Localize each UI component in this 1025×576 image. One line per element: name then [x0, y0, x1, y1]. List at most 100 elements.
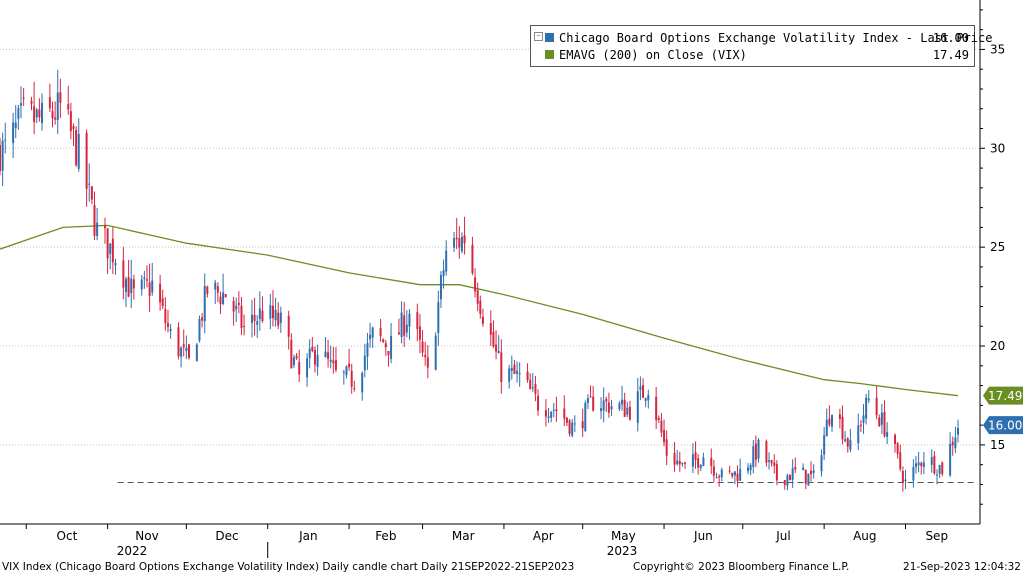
- candle-body: [474, 277, 477, 292]
- candle-body: [85, 132, 88, 189]
- footer-timestamp: 21-Sep-2023 12:04:32: [903, 561, 1021, 573]
- candle-body: [476, 290, 479, 304]
- candle-body: [865, 397, 868, 419]
- candle-body: [258, 308, 261, 320]
- candle-body: [206, 286, 209, 294]
- candles-layer: [0, 69, 959, 492]
- candle-body: [75, 130, 78, 166]
- candle-body: [846, 438, 849, 447]
- candle-body: [387, 351, 390, 356]
- candle-body: [951, 441, 954, 446]
- candle-body: [445, 250, 448, 272]
- candle-body: [327, 352, 330, 359]
- candle-body: [306, 358, 309, 378]
- candle-body: [400, 312, 403, 337]
- vix-candle-chart: 15 20 25 30 35 Oct Nov Dec Jan Feb Mar Apr May Jun Jul…: [0, 0, 1023, 558]
- candle-body: [786, 475, 789, 486]
- candle-body: [715, 477, 718, 479]
- candle-body: [240, 305, 243, 328]
- candle-body: [298, 362, 301, 375]
- candle-body: [453, 238, 456, 248]
- candle-body: [720, 469, 723, 478]
- candle-body: [366, 343, 369, 357]
- candle-body: [495, 344, 498, 352]
- candle-body: [676, 460, 679, 464]
- ema-line: [0, 224, 959, 397]
- legend-collapse-icon[interactable]: −: [534, 32, 543, 41]
- candle-body: [479, 300, 482, 315]
- legend-vix-name: Chicago Board Options Exchange Volatilit…: [559, 31, 993, 45]
- candle-body: [72, 126, 75, 129]
- candle-body: [96, 222, 99, 236]
- candle-body: [106, 228, 109, 259]
- vix-last-tag: [983, 416, 1023, 435]
- candle-body: [201, 317, 204, 321]
- candle-body: [802, 467, 805, 471]
- candle-body: [607, 402, 610, 413]
- candle-body: [497, 350, 500, 354]
- legend-row-vix: Chicago Board Options Exchange Volatilit…: [545, 30, 992, 46]
- candle-body: [434, 335, 437, 370]
- candle-body: [114, 263, 117, 266]
- candle-body: [639, 386, 642, 390]
- candle-body: [22, 97, 25, 99]
- candle-body: [828, 418, 831, 425]
- candle-body: [544, 410, 547, 417]
- y-tick-label: 25: [990, 240, 1005, 254]
- candle-body: [510, 368, 513, 371]
- candle-body: [219, 296, 222, 304]
- x-month-label: Jul: [775, 529, 790, 543]
- candle-body: [198, 318, 201, 341]
- axes-layer: 15 20 25 30 35 Oct Nov Dec Jan Feb Mar Apr May Jun Jul…: [0, 0, 1005, 558]
- candle-body: [807, 473, 810, 486]
- candle-body: [361, 372, 364, 393]
- candle-body: [678, 460, 681, 465]
- chart-footer: VIX Index (Chicago Board Options Exchang…: [0, 559, 1025, 576]
- candle-body: [537, 395, 540, 411]
- candle-body: [269, 305, 272, 319]
- vix-swatch-icon: [545, 33, 554, 42]
- candle-body: [820, 455, 823, 472]
- candle-body: [699, 464, 702, 469]
- candle-body: [182, 344, 185, 348]
- candle-body: [329, 359, 332, 362]
- grid-lines: [0, 48, 980, 446]
- candle-body: [623, 399, 626, 417]
- candle-body: [180, 347, 183, 357]
- candle-body: [164, 308, 167, 324]
- candle-body: [883, 411, 886, 437]
- candle-body: [132, 279, 135, 289]
- x-month-label: Jan: [298, 529, 318, 543]
- candle-body: [169, 329, 172, 332]
- candle-body: [770, 459, 773, 464]
- candle-body: [30, 100, 33, 104]
- candle-body: [694, 452, 697, 460]
- candle-body: [424, 355, 427, 358]
- candle-body: [350, 370, 353, 387]
- last-value-labels: 17.49 16.00: [983, 386, 1023, 435]
- candle-body: [752, 446, 755, 468]
- candle-body: [408, 313, 411, 327]
- candle-body: [917, 462, 920, 466]
- candle-body: [93, 205, 96, 236]
- candle-body: [736, 473, 739, 481]
- candle-body: [773, 462, 776, 466]
- candle-body: [618, 403, 621, 409]
- candle-body: [271, 305, 274, 319]
- candle-body: [531, 387, 534, 389]
- candle-body: [949, 443, 952, 476]
- candle-body: [54, 117, 57, 120]
- candle-body: [920, 463, 923, 467]
- x-month-label: Oct: [57, 529, 78, 543]
- candle-body: [124, 278, 127, 293]
- candle-body: [941, 462, 944, 475]
- candle-body: [550, 411, 553, 418]
- candle-body: [526, 371, 529, 381]
- candle-body: [581, 421, 584, 429]
- candle-body: [390, 335, 393, 359]
- candle-body: [605, 398, 608, 402]
- legend-row-ema: EMAVG (200) on Close (VIX) 17.49: [545, 47, 969, 63]
- candle-body: [838, 414, 841, 419]
- ema-line-layer: [0, 224, 959, 397]
- candle-body: [397, 332, 400, 335]
